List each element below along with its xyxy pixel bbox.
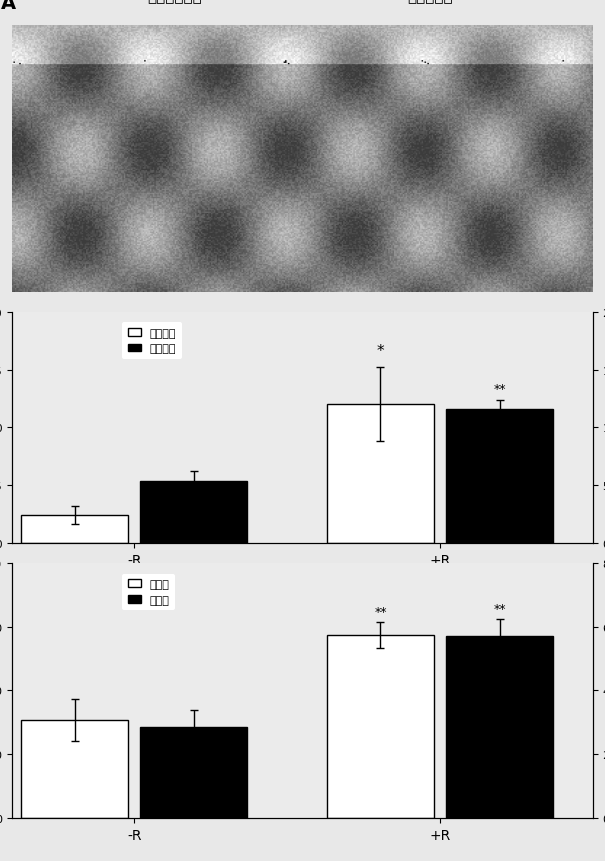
- Text: A: A: [1, 0, 16, 13]
- Bar: [140, 481, 247, 543]
- Text: 接种根瘤菌: 接种根瘤菌: [407, 0, 453, 4]
- Bar: [140, 727, 247, 818]
- Legend: 根瘤鲜重, 籽粒产量: 根瘤鲜重, 籽粒产量: [122, 323, 182, 360]
- Bar: [446, 410, 553, 543]
- Bar: [327, 405, 434, 543]
- Text: **: **: [494, 602, 506, 616]
- Text: *: *: [377, 344, 384, 359]
- Text: **: **: [374, 605, 387, 618]
- Legend: 氮含量, 磷含量: 氮含量, 磷含量: [122, 574, 175, 610]
- Bar: [327, 635, 434, 818]
- Bar: [21, 721, 128, 818]
- Text: **: **: [494, 382, 506, 396]
- Bar: [446, 636, 553, 818]
- Bar: [21, 516, 128, 543]
- Text: 不接种根瘤菌: 不接种根瘤菌: [148, 0, 202, 4]
